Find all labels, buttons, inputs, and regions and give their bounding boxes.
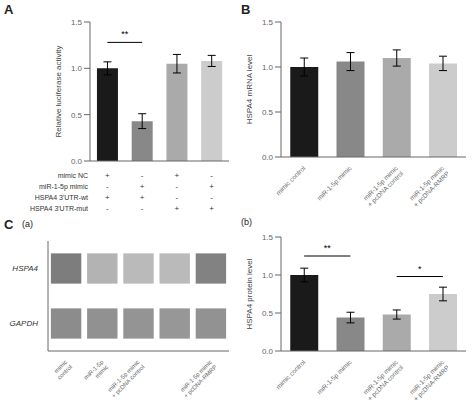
svg-text:-: - <box>176 193 179 202</box>
svg-text:0.0: 0.0 <box>71 157 83 166</box>
svg-text:Relative luciferase activity: Relative luciferase activity <box>54 45 63 137</box>
svg-text:+: + <box>209 204 214 213</box>
svg-text:HSPA4 mRNA level: HSPA4 mRNA level <box>245 54 254 124</box>
svg-text:-: - <box>106 182 109 191</box>
svg-text:+: + <box>175 171 180 180</box>
svg-text:HSPA4 3'UTR-mut: HSPA4 3'UTR-mut <box>30 205 88 212</box>
svg-text:1.5: 1.5 <box>262 18 274 27</box>
svg-text:miR-1-5p mimic+ pcDNA-RMRP: miR-1-5p mimic+ pcDNA-RMRP <box>407 164 452 209</box>
svg-text:*: * <box>418 264 422 274</box>
svg-text:**: ** <box>324 243 332 253</box>
svg-text:1.5: 1.5 <box>262 233 274 242</box>
svg-text:-: - <box>210 193 213 202</box>
svg-text:-: - <box>141 171 144 180</box>
svg-text:miR-1-5p mimic+ pcDNA control: miR-1-5p mimic+ pcDNA control <box>361 164 406 209</box>
svg-text:HSPA4: HSPA4 <box>12 264 38 273</box>
svg-text:1.0: 1.0 <box>71 64 83 73</box>
svg-text:-: - <box>176 182 179 191</box>
svg-text:**: ** <box>121 29 129 39</box>
svg-text:mimic control: mimic control <box>274 358 306 390</box>
svg-text:1.0: 1.0 <box>262 271 274 280</box>
html-text:(a): (a) <box>22 219 33 229</box>
svg-text:HSPA4 3'UTR-wt: HSPA4 3'UTR-wt <box>35 194 88 201</box>
svg-text:+: + <box>209 182 214 191</box>
svg-text:mimiccontrol: mimiccontrol <box>51 359 73 381</box>
svg-text:0.5: 0.5 <box>262 309 274 318</box>
svg-text:+: + <box>105 193 110 202</box>
svg-text:mimic control: mimic control <box>274 164 306 196</box>
svg-text:-: - <box>141 204 144 213</box>
svg-text:miR-1-5p mimic: miR-1-5p mimic <box>316 358 354 396</box>
svg-text:+: + <box>140 182 145 191</box>
svg-text:1.0: 1.0 <box>262 63 274 72</box>
svg-text:miR-1-5p mimic: miR-1-5p mimic <box>39 183 89 191</box>
svg-text:0.0: 0.0 <box>262 347 274 356</box>
svg-text:0.5: 0.5 <box>71 111 83 120</box>
svg-text:miR-1-5pmimic: miR-1-5pmimic <box>83 358 110 385</box>
svg-text:HSPA4 protein level: HSPA4 protein level <box>245 258 254 329</box>
svg-text:0.5: 0.5 <box>262 108 274 117</box>
html-text:(b): (b) <box>241 217 252 227</box>
svg-text:miR-1-5p mimic+ pcDNA-RMRP: miR-1-5p mimic+ pcDNA-RMRP <box>178 359 218 399</box>
svg-text:mimic NC: mimic NC <box>58 172 88 179</box>
svg-text:miR-1-5p mimic+ pcDNA-RMRP: miR-1-5p mimic+ pcDNA-RMRP <box>407 358 452 403</box>
svg-text:miR-1-5p mimic: miR-1-5p mimic <box>316 164 354 202</box>
svg-text:-: - <box>106 204 109 213</box>
html-text:B: B <box>241 2 251 17</box>
svg-text:1.5: 1.5 <box>71 18 83 27</box>
svg-text:+: + <box>140 193 145 202</box>
svg-text:-: - <box>210 171 213 180</box>
svg-text:+: + <box>175 204 180 213</box>
svg-text:miR-1-5p mimic+ pcDNA control: miR-1-5p mimic+ pcDNA control <box>106 359 146 399</box>
svg-text:+: + <box>105 171 110 180</box>
svg-text:miR-1-5p mimic+ pcDNA control: miR-1-5p mimic+ pcDNA control <box>361 358 406 403</box>
svg-text:GAPDH: GAPDH <box>10 319 39 328</box>
html-text:A: A <box>4 2 14 17</box>
svg-text:0.0: 0.0 <box>262 153 274 162</box>
html-text:C: C <box>4 217 14 232</box>
